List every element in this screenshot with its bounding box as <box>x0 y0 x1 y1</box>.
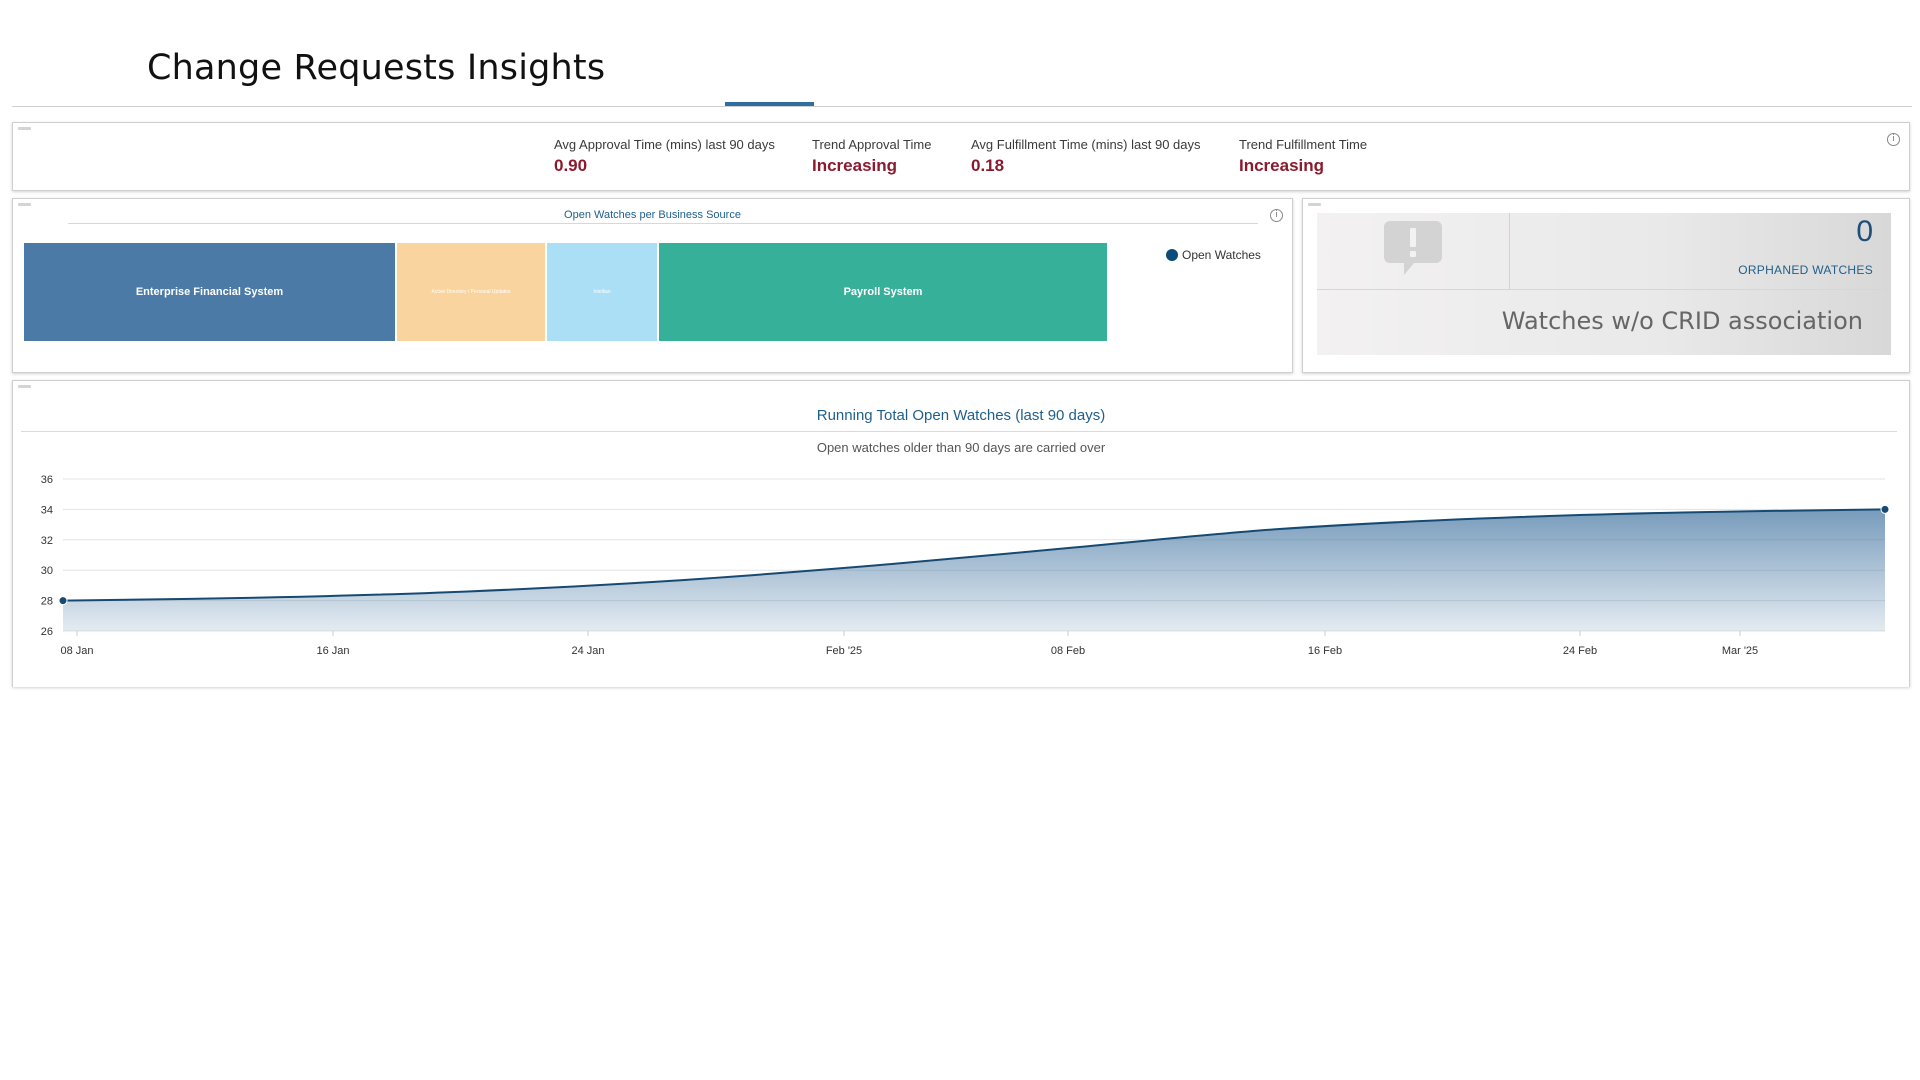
data-point <box>58 596 68 606</box>
x-tick-label: 24 Feb <box>1563 645 1597 657</box>
treemap-block-enterprise-financial[interactable]: Enterprise Financial System <box>24 243 395 341</box>
area-fill <box>63 509 1885 631</box>
orphaned-icon-cell <box>1317 213 1510 289</box>
orphaned-count: 0 <box>1856 215 1873 248</box>
y-tick-label: 36 <box>41 474 53 486</box>
x-tick-label: Feb '25 <box>826 645 862 657</box>
treemap-block-payroll[interactable]: Payroll System <box>659 243 1107 341</box>
x-tick-label: 24 Jan <box>571 645 604 657</box>
x-tick-label: 08 Jan <box>60 645 93 657</box>
treemap-title: Open Watches per Business Source <box>564 209 741 221</box>
info-icon[interactable]: i <box>1887 133 1900 146</box>
treemap-block-label: Payroll System <box>843 286 923 298</box>
series-line <box>62 508 1886 602</box>
treemap-panel: Open Watches per Business Source i Enter… <box>12 198 1293 373</box>
legend-label: Open Watches <box>1182 248 1261 262</box>
y-tick-label: 26 <box>41 626 53 638</box>
kpi-label: Avg Approval Time (mins) last 90 days <box>554 137 775 152</box>
treemap-block-label: Intellian <box>593 289 611 295</box>
kpi-value: Increasing <box>1239 156 1325 175</box>
treemap-block-label: Active Directory / Personal Updates <box>431 289 511 295</box>
kpi-avg-approval: Avg Approval Time (mins) last 90 days 0.… <box>554 137 775 176</box>
treemap-block-intellian[interactable]: Intellian <box>547 243 657 341</box>
y-tick-label: 34 <box>41 504 53 516</box>
kpi-value: 0.90 <box>554 156 588 175</box>
kpi-value: 0.18 <box>971 156 1005 175</box>
kpi-label: Avg Fulfillment Time (mins) last 90 days <box>971 137 1201 152</box>
drag-handle[interactable] <box>18 203 31 206</box>
kpi-value: Increasing <box>812 156 898 175</box>
drag-handle[interactable] <box>1308 203 1321 206</box>
data-point <box>1880 504 1890 514</box>
drag-handle[interactable] <box>18 385 31 388</box>
alert-message-icon <box>1384 221 1442 275</box>
orphaned-label: ORPHANED WATCHES <box>1738 263 1873 277</box>
y-tick-label: 32 <box>41 535 53 547</box>
kpi-trend-approval: Trend Approval Time Increasing <box>812 137 931 176</box>
x-tick-label: Mar '25 <box>1722 645 1758 657</box>
treemap-title-divider <box>68 223 1258 224</box>
active-tab-indicator[interactable] <box>725 102 814 106</box>
header-divider <box>12 106 1912 107</box>
y-tick-label: 30 <box>41 565 53 577</box>
kpi-panel: Avg Approval Time (mins) last 90 days 0.… <box>12 122 1910 191</box>
x-tick-label: 16 Feb <box>1308 645 1342 657</box>
chart-title: Running Total Open Watches (last 90 days… <box>816 407 1106 424</box>
treemap-block-active-directory[interactable]: Active Directory / Personal Updates <box>397 243 545 341</box>
treemap-legend[interactable]: Open Watches <box>1166 248 1261 262</box>
x-tick-label: 16 Jan <box>316 645 349 657</box>
info-icon[interactable]: i <box>1270 209 1283 222</box>
legend-marker <box>1166 249 1178 261</box>
kpi-label: Trend Approval Time <box>812 137 932 152</box>
drag-handle[interactable] <box>18 127 31 130</box>
kpi-trend-fulfillment: Trend Fulfillment Time Increasing <box>1239 137 1367 176</box>
running-total-chart: 26 28 30 32 34 36 08 Jan 16 Jan 24 Jan Feb '25 08 … <box>41 474 1890 657</box>
kpi-label: Trend Fulfillment Time <box>1239 137 1368 152</box>
card-divider <box>1317 289 1891 290</box>
orphaned-watches-card[interactable]: 0 ORPHANED WATCHES Watches w/o CRID asso… <box>1317 213 1891 355</box>
page-title: Change Requests Insights <box>147 48 606 88</box>
kpi-avg-fulfillment: Avg Fulfillment Time (mins) last 90 days… <box>971 137 1201 176</box>
chart-subtitle: Open watches older than 90 days are carr… <box>816 440 1106 455</box>
chart-title-divider <box>21 431 1897 432</box>
y-tick-label: 28 <box>41 596 53 608</box>
orphaned-watches-panel: 0 ORPHANED WATCHES Watches w/o CRID asso… <box>1302 198 1910 373</box>
running-total-panel: Running Total Open Watches (last 90 days… <box>12 380 1910 687</box>
orphaned-caption: Watches w/o CRID association <box>1501 307 1863 335</box>
x-tick-label: 08 Feb <box>1051 645 1085 657</box>
treemap-block-label: Enterprise Financial System <box>135 286 284 298</box>
